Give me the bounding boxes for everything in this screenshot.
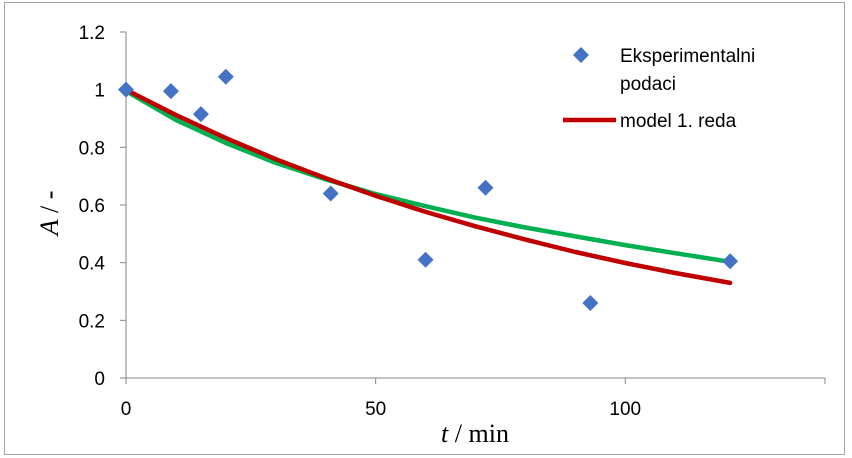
data-point — [477, 179, 494, 196]
legend-label-experimental: podaci — [620, 74, 676, 95]
chart-svg: 0 0.2 0.4 0.6 0.8 1 1.2 0 50 100 Eksperimentalni p… — [35, 23, 826, 448]
x-tick-label: 100 — [609, 399, 641, 420]
y-tick-label: 0.4 — [79, 254, 106, 275]
legend: Eksperimentalni podaci model 1. reda — [563, 46, 755, 132]
x-axis-title-unit: / min — [448, 419, 509, 448]
model-line — [123, 87, 733, 286]
chart-frame: 0 0.2 0.4 0.6 0.8 1 1.2 0 50 100 Eksperimentalni p… — [4, 2, 845, 455]
legend-label-model: model 1. reda — [620, 111, 737, 132]
y-tick-label: 0.2 — [79, 311, 105, 332]
x-tick-label: 0 — [121, 399, 132, 420]
y-axis-title: A / - — [35, 191, 64, 238]
data-point — [118, 81, 134, 98]
legend-marker-experimental — [573, 47, 589, 63]
data-point — [192, 106, 209, 123]
data-point — [582, 295, 599, 312]
plot-series — [118, 68, 739, 312]
y-tick-label: 0.8 — [79, 138, 105, 159]
x-axis-title: t / min — [441, 419, 509, 448]
y-tick-label: 1 — [94, 81, 105, 102]
y-tick-label: 0.6 — [79, 196, 105, 217]
data-point — [722, 253, 739, 270]
y-axis-title-unit: / - — [35, 191, 64, 220]
data-point — [417, 251, 434, 268]
data-point — [162, 83, 179, 100]
x-tick-label: 50 — [365, 399, 386, 420]
y-tick-label: 1.2 — [79, 23, 105, 44]
fit-line-green — [123, 88, 733, 265]
y-tick-label: 0 — [94, 369, 105, 390]
y-axis-title-var: A — [35, 219, 64, 237]
legend-label-experimental: Eksperimentalni — [620, 46, 755, 67]
axes: 0 0.2 0.4 0.6 0.8 1 1.2 0 50 100 — [79, 23, 826, 420]
data-point — [322, 185, 339, 202]
x-axis-title-var: t — [441, 419, 449, 448]
data-point — [217, 68, 234, 85]
